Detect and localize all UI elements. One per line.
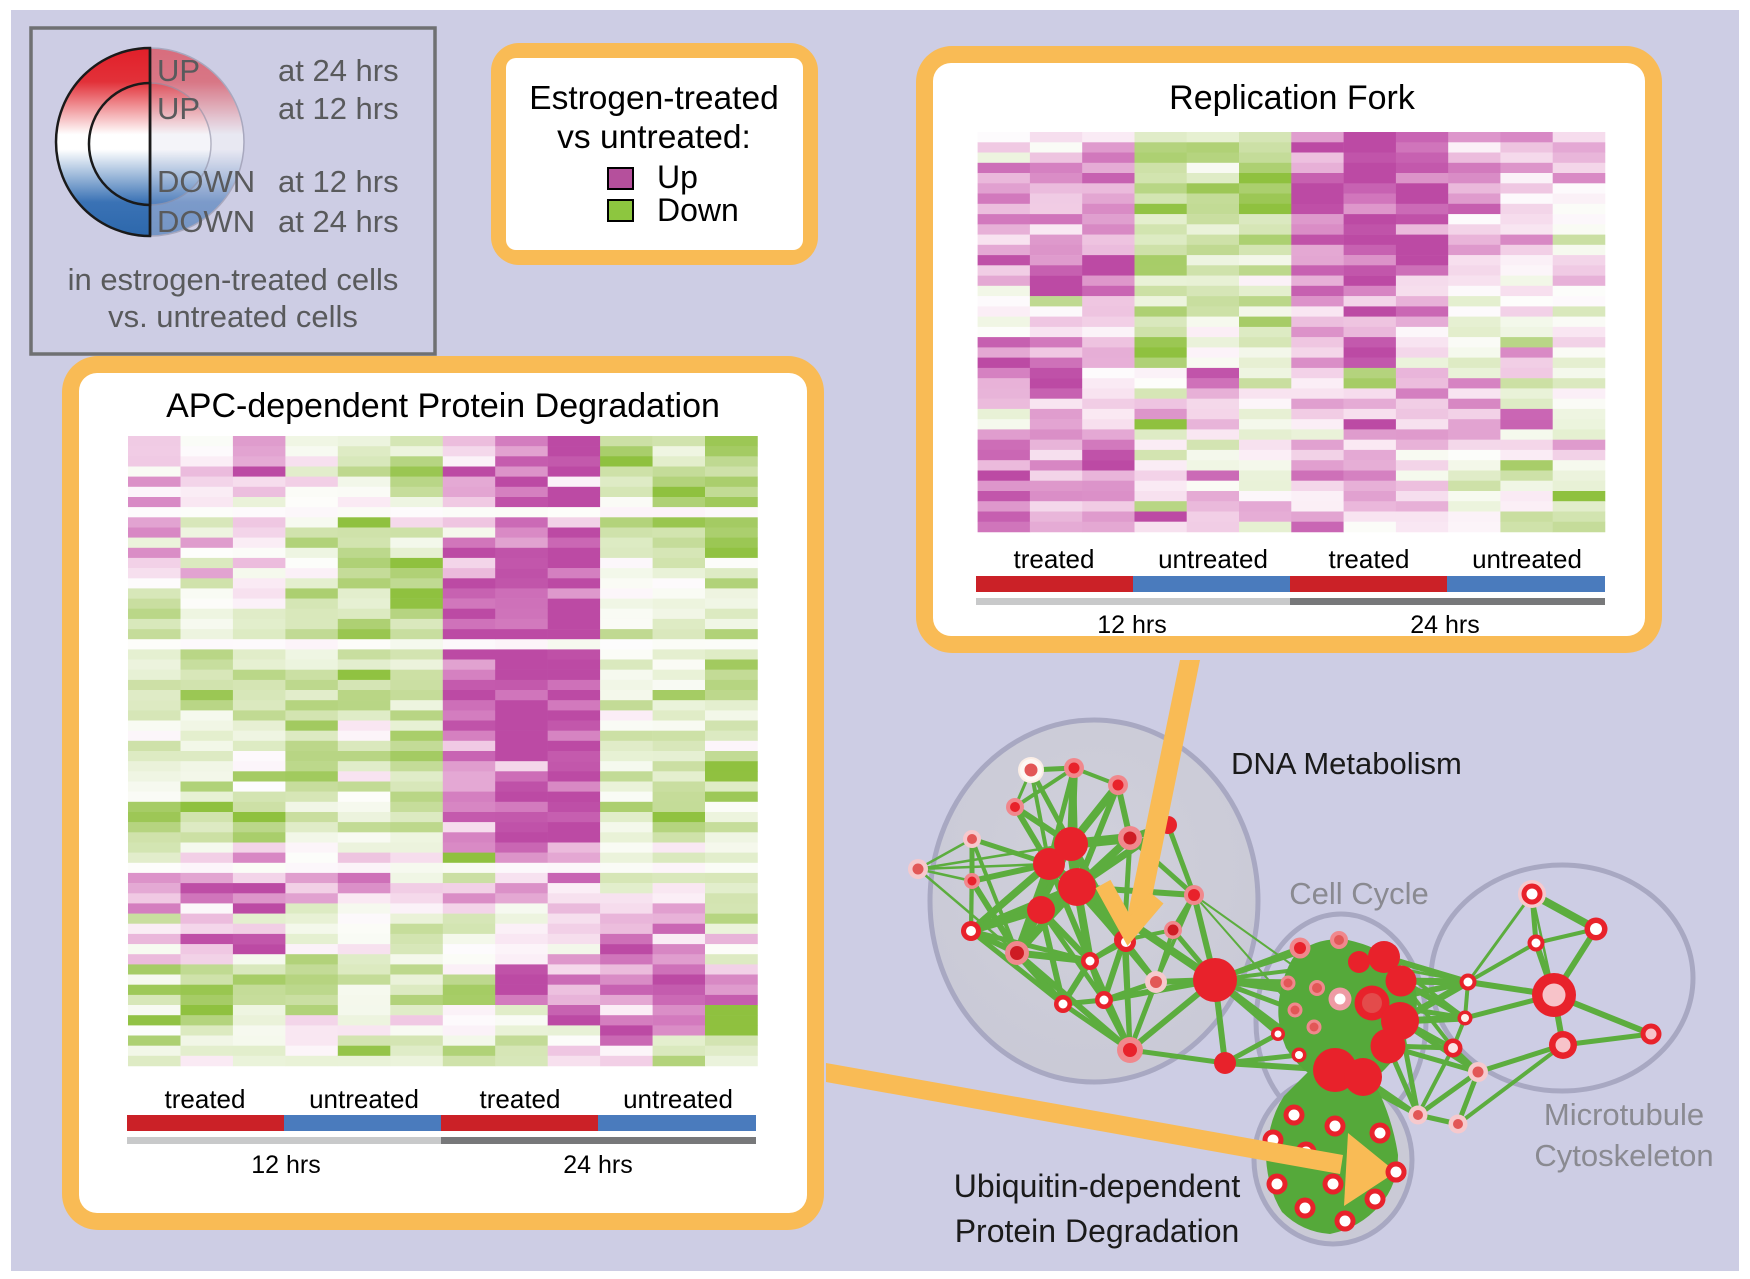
svg-text:DNA Metabolism: DNA Metabolism xyxy=(1231,746,1462,781)
svg-text:treated: treated xyxy=(1329,544,1410,574)
svg-text:untreated: untreated xyxy=(309,1084,419,1114)
svg-text:12 hrs: 12 hrs xyxy=(1097,611,1166,639)
svg-text:treated: treated xyxy=(480,1084,561,1114)
svg-text:vs untreated:: vs untreated: xyxy=(557,119,751,156)
svg-text:Ubiquitin-dependent: Ubiquitin-dependent xyxy=(954,1168,1241,1204)
svg-text:APC-dependent Protein Degradat: APC-dependent Protein Degradation xyxy=(166,387,720,425)
svg-text:at 12 hrs: at 12 hrs xyxy=(278,164,399,199)
svg-text:Replication Fork: Replication Fork xyxy=(1169,79,1416,117)
svg-text:untreated: untreated xyxy=(1158,544,1268,574)
svg-text:DOWN: DOWN xyxy=(157,164,255,199)
svg-text:untreated: untreated xyxy=(1472,544,1582,574)
svg-text:Up: Up xyxy=(657,159,698,195)
svg-text:Cell Cycle: Cell Cycle xyxy=(1289,876,1429,911)
svg-text:24 hrs: 24 hrs xyxy=(1410,611,1479,639)
svg-text:Cytoskeleton: Cytoskeleton xyxy=(1534,1138,1713,1173)
svg-text:24 hrs: 24 hrs xyxy=(563,1151,632,1179)
svg-text:vs. untreated cells: vs. untreated cells xyxy=(108,299,358,334)
svg-text:treated: treated xyxy=(165,1084,246,1114)
svg-text:Down: Down xyxy=(657,192,739,228)
svg-text:Protein Degradation: Protein Degradation xyxy=(955,1213,1240,1249)
svg-text:untreated: untreated xyxy=(623,1084,733,1114)
svg-text:at 24 hrs: at 24 hrs xyxy=(278,53,399,88)
svg-text:UP: UP xyxy=(157,91,200,126)
svg-text:Estrogen-treated: Estrogen-treated xyxy=(529,80,779,117)
svg-text:UP: UP xyxy=(157,53,200,88)
svg-text:at 24 hrs: at 24 hrs xyxy=(278,204,399,239)
svg-text:12 hrs: 12 hrs xyxy=(251,1151,320,1179)
svg-text:in estrogen-treated cells: in estrogen-treated cells xyxy=(68,262,399,297)
svg-text:Microtubule: Microtubule xyxy=(1544,1097,1704,1132)
svg-text:at 12 hrs: at 12 hrs xyxy=(278,91,399,126)
svg-text:treated: treated xyxy=(1014,544,1095,574)
svg-text:DOWN: DOWN xyxy=(157,204,255,239)
